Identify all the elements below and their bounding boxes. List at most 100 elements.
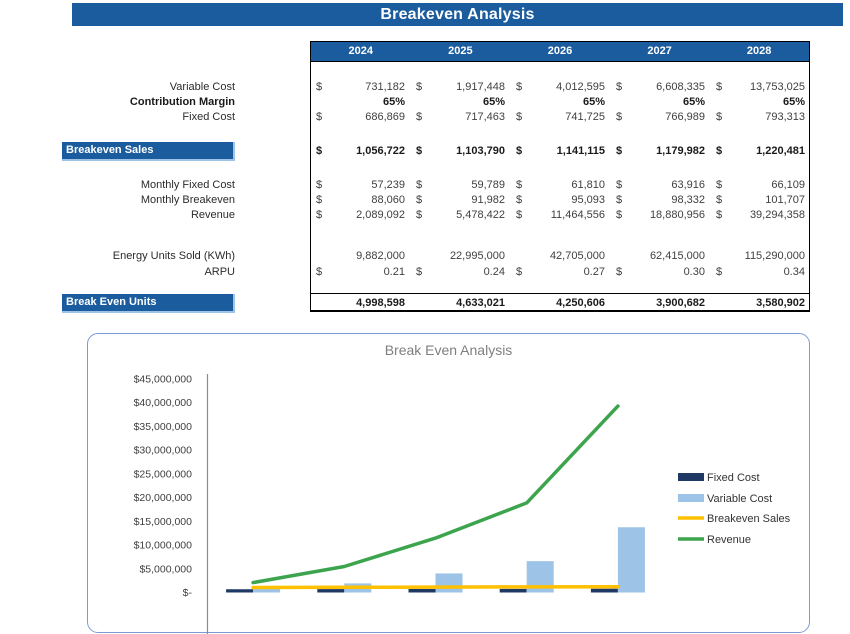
cell-variable-cost-2024[interactable]: $731,182	[310, 80, 410, 94]
row-label-contribution-margin[interactable]: Contribution Margin	[129, 96, 235, 108]
cell-fixed-cost-2026[interactable]: $741,725	[510, 110, 610, 124]
row-label-revenue[interactable]: Revenue	[190, 209, 235, 221]
y-axis-tick-label: $30,000,000	[134, 445, 193, 457]
year-header-cell[interactable]: 2026	[547, 45, 573, 57]
y-axis-tick-label: $20,000,000	[134, 492, 193, 504]
cell-value: 3,900,682	[656, 297, 705, 309]
cell-energy-units-sold-2028[interactable]: 115,290,000	[710, 249, 810, 263]
row-label-variable-cost[interactable]: Variable Cost	[169, 81, 235, 93]
cell-breakeven-sales-2028[interactable]: $1,220,481	[710, 142, 810, 161]
cell-breakeven-sales-2027[interactable]: $1,179,982	[610, 142, 710, 161]
cell-arpu-2027[interactable]: $0.30	[610, 265, 710, 279]
row-label-energy-units-sold[interactable]: Energy Units Sold (KWh)	[112, 250, 235, 262]
cell-monthly-breakeven-2024[interactable]: $88,060	[310, 193, 410, 207]
cell-monthly-fixed-cost-2024[interactable]: $57,239	[310, 178, 410, 192]
cell-monthly-breakeven-2028[interactable]: $101,707	[710, 193, 810, 207]
legend-label: Fixed Cost	[707, 472, 760, 484]
row-label-monthly-breakeven[interactable]: Monthly Breakeven	[140, 194, 235, 206]
currency-symbol: $	[516, 145, 523, 157]
cell-energy-units-sold-2027[interactable]: 62,415,000	[610, 249, 710, 263]
cell-fixed-cost-2027[interactable]: $766,989	[610, 110, 710, 124]
currency-symbol: $	[716, 194, 723, 206]
cell-arpu-2026[interactable]: $0.27	[510, 265, 610, 279]
currency-symbol: $	[616, 179, 623, 191]
row-label-fixed-cost[interactable]: Fixed Cost	[182, 111, 235, 123]
row-label-breakeven-sales[interactable]: Breakeven Sales	[62, 142, 235, 161]
table-row-fixed-cost: Fixed Cost $686,869 $717,463 $741,725 $766,9…	[62, 110, 810, 124]
cell-revenue-2028[interactable]: $39,294,358	[710, 208, 810, 222]
cell-revenue-2024[interactable]: $2,089,092	[310, 208, 410, 222]
currency-symbol: $	[416, 81, 423, 93]
cell-monthly-fixed-cost-2028[interactable]: $66,109	[710, 178, 810, 192]
chart-panel[interactable]: $45,000,000 $40,000,000 $35,000,000 $30,000…	[87, 333, 810, 634]
legend-swatch	[678, 516, 704, 520]
cell-value: 91,982	[471, 194, 505, 206]
cell-value: 42,705,000	[549, 250, 605, 262]
cell-break-even-units-2024[interactable]: 4,998,598	[310, 294, 410, 313]
cell-value: 1,103,790	[456, 145, 505, 157]
currency-symbol: $	[616, 194, 623, 206]
currency-symbol: $	[416, 209, 423, 221]
table-row-break-even-units: Break Even Units 4,998,598 4,633,021 4,250,…	[62, 294, 810, 313]
cell-value: 766,989	[665, 111, 705, 123]
cell-energy-units-sold-2024[interactable]: 9,882,000	[310, 249, 410, 263]
cell-value: 18,880,956	[649, 209, 705, 221]
cell-monthly-fixed-cost-2025[interactable]: $59,789	[410, 178, 510, 192]
year-header-cell[interactable]: 2028	[746, 45, 772, 57]
cell-arpu-2025[interactable]: $0.24	[410, 265, 510, 279]
cell-variable-cost-2026[interactable]: $4,012,595	[510, 80, 610, 94]
cell-contribution-margin-2028[interactable]: 65%	[710, 95, 810, 109]
cell-variable-cost-2028[interactable]: $13,753,025	[710, 80, 810, 94]
cell-monthly-breakeven-2027[interactable]: $98,332	[610, 193, 710, 207]
cell-fixed-cost-2024[interactable]: $686,869	[310, 110, 410, 124]
year-header-cell[interactable]: 2025	[448, 45, 473, 57]
cell-monthly-fixed-cost-2026[interactable]: $61,810	[510, 178, 610, 192]
bar-variable-cost-2026	[435, 573, 463, 593]
y-axis-tick-label: $10,000,000	[134, 540, 193, 552]
cell-revenue-2026[interactable]: $11,464,556	[510, 208, 610, 222]
cell-break-even-units-2027[interactable]: 3,900,682	[610, 294, 710, 313]
cell-variable-cost-2027[interactable]: $6,608,335	[610, 80, 710, 94]
currency-symbol: $	[616, 266, 623, 278]
cell-breakeven-sales-2024[interactable]: $1,056,722	[310, 142, 410, 161]
cell-value: 4,998,598	[356, 297, 405, 309]
cell-break-even-units-2025[interactable]: 4,633,021	[410, 294, 510, 313]
cell-monthly-breakeven-2026[interactable]: $95,093	[510, 193, 610, 207]
cell-value: 59,789	[471, 179, 505, 191]
row-label-break-even-units[interactable]: Break Even Units	[62, 294, 235, 313]
cell-value: 4,012,595	[556, 81, 605, 93]
chart-svg: $45,000,000 $40,000,000 $35,000,000 $30,000…	[134, 374, 791, 634]
cell-arpu-2028[interactable]: $0.34	[710, 265, 810, 279]
cell-monthly-fixed-cost-2027[interactable]: $63,916	[610, 178, 710, 192]
cell-contribution-margin-2024[interactable]: 65%	[310, 95, 410, 109]
table-row-monthly-fixed-cost: Monthly Fixed Cost $57,239 $59,789 $61,810 $…	[62, 178, 810, 192]
cell-breakeven-sales-2025[interactable]: $1,103,790	[410, 142, 510, 161]
currency-symbol: $	[516, 266, 523, 278]
cell-energy-units-sold-2026[interactable]: 42,705,000	[510, 249, 610, 263]
cell-contribution-margin-2026[interactable]: 65%	[510, 95, 610, 109]
currency-symbol: $	[716, 111, 723, 123]
cell-break-even-units-2028[interactable]: 3,580,902	[710, 294, 810, 313]
currency-symbol: $	[416, 111, 423, 123]
cell-variable-cost-2025[interactable]: $1,917,448	[410, 80, 510, 94]
cell-contribution-margin-2027[interactable]: 65%	[610, 95, 710, 109]
cell-arpu-2024[interactable]: $0.21	[310, 265, 410, 279]
cell-revenue-2025[interactable]: $5,478,422	[410, 208, 510, 222]
cell-fixed-cost-2025[interactable]: $717,463	[410, 110, 510, 124]
cell-value: 741,725	[565, 111, 605, 123]
cell-revenue-2027[interactable]: $18,880,956	[610, 208, 710, 222]
cell-break-even-units-2026[interactable]: 4,250,606	[510, 294, 610, 313]
cell-contribution-margin-2025[interactable]: 65%	[410, 95, 510, 109]
cell-monthly-breakeven-2025[interactable]: $91,982	[410, 193, 510, 207]
year-header-cell[interactable]: 2024	[348, 45, 374, 57]
row-label-monthly-fixed-cost[interactable]: Monthly Fixed Cost	[140, 179, 235, 191]
currency-symbol: $	[716, 209, 723, 221]
table-row-revenue: Revenue $2,089,092 $5,478,422 $11,464,556 $1…	[62, 208, 810, 222]
year-header-cell[interactable]: 2027	[647, 45, 672, 57]
cell-breakeven-sales-2026[interactable]: $1,141,115	[510, 142, 610, 161]
currency-symbol: $	[516, 209, 523, 221]
row-label-arpu[interactable]: ARPU	[204, 266, 235, 278]
bar-variable-cost-2028	[617, 527, 645, 593]
cell-fixed-cost-2028[interactable]: $793,313	[710, 110, 810, 124]
cell-energy-units-sold-2025[interactable]: 22,995,000	[410, 249, 510, 263]
